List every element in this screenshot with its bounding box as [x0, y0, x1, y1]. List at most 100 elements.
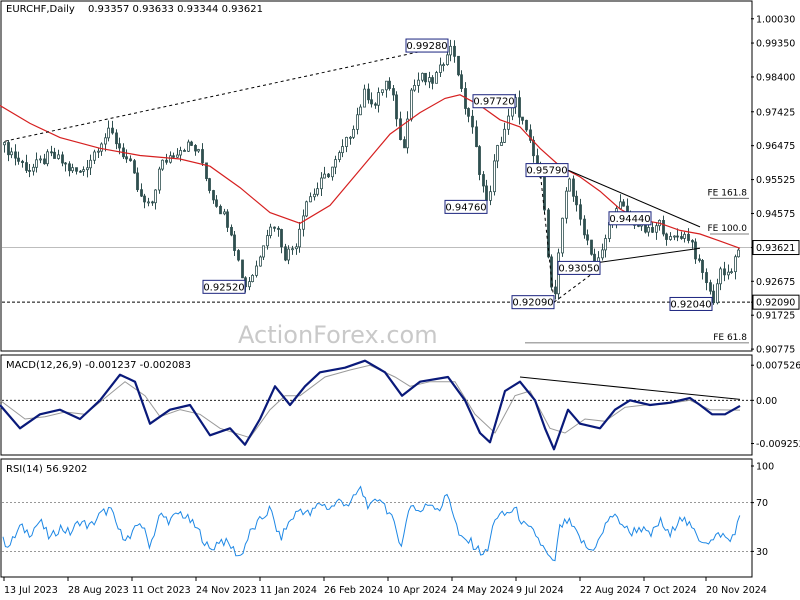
candle-body [169, 155, 172, 163]
candle-body [572, 178, 575, 197]
candle-body [82, 169, 85, 172]
candle-body [158, 168, 161, 191]
candle-body [320, 177, 323, 190]
candle-body [737, 249, 740, 258]
candle-body [284, 246, 287, 261]
candle-body [651, 227, 654, 233]
candle-body [161, 159, 164, 170]
candle-body [302, 215, 305, 230]
price-label: 0.92040 [670, 299, 711, 310]
current-price-box [752, 240, 800, 256]
candle-body [86, 167, 89, 171]
candle-body [529, 129, 532, 141]
candle-body [687, 233, 690, 241]
price-label: 0.92520 [203, 282, 244, 293]
candle-body [561, 217, 564, 254]
candle-body [676, 235, 679, 238]
candle-body [511, 106, 514, 117]
price-label: 0.92090 [512, 298, 553, 309]
candle-body [53, 151, 56, 159]
price-label-box [608, 211, 652, 226]
candle-body [475, 126, 478, 148]
candle-body [295, 246, 298, 250]
candle-body [471, 115, 474, 128]
candle-body [485, 185, 488, 201]
candle-body [136, 172, 139, 191]
date-label: 24 May 2024 [452, 585, 514, 596]
candle-body [104, 137, 107, 145]
price-pane-frame [0, 0, 753, 352]
candle-body [183, 150, 186, 152]
candle-body [457, 55, 460, 76]
candle-body [446, 54, 449, 65]
candle-body [381, 89, 384, 93]
candle-body [467, 108, 470, 117]
candle-body [3, 142, 6, 146]
candle-body [410, 89, 413, 120]
date-label: 7 Oct 2024 [644, 585, 697, 596]
candle-body [363, 88, 366, 108]
rsi-axis-label: 70 [756, 498, 768, 509]
price-label: 0.99280 [406, 41, 447, 52]
support-price-box [752, 294, 800, 310]
candle-body [532, 139, 535, 157]
candle-body [334, 159, 337, 168]
price-label: 0.93050 [558, 263, 599, 274]
candle-body [331, 166, 334, 178]
price-axis-label: 0.99350 [756, 39, 795, 50]
candle-body [57, 154, 60, 159]
support-price-label: 0.92090 [756, 298, 795, 309]
candle-body [129, 158, 132, 162]
candle-body [439, 64, 442, 73]
candle-body [655, 225, 658, 233]
candle-body [543, 176, 546, 211]
candle-body [68, 163, 71, 172]
candle-body [460, 74, 463, 89]
candle-body [14, 151, 17, 159]
candle-body [341, 146, 344, 154]
macd-title: MACD(12,26,9) -0.001237 -0.002083 [6, 360, 191, 371]
candle-body [46, 151, 49, 165]
candle-body [683, 233, 686, 239]
fib-level-label: FE 61.8 [713, 333, 747, 343]
candle-body [482, 174, 485, 187]
candle-body [201, 149, 204, 164]
candle-body [287, 248, 290, 261]
candle-body [349, 136, 352, 139]
candle-body [565, 190, 568, 219]
candle-body [50, 151, 53, 154]
price-label: 0.94760 [445, 202, 486, 213]
candle-body [219, 205, 222, 215]
price-label-box [444, 199, 488, 214]
candle-body [719, 268, 722, 285]
candle-body [262, 245, 265, 258]
candle-body [298, 228, 301, 248]
candle-body [115, 132, 118, 145]
candle-body [388, 80, 391, 89]
candle-body [694, 241, 697, 260]
candle-body [449, 45, 452, 56]
candle-body [208, 178, 211, 191]
price-axis-label: 0.95525 [756, 175, 795, 186]
candle-body [406, 118, 409, 149]
candle-body [586, 234, 589, 241]
candle-body [723, 268, 726, 276]
candle-body [259, 256, 262, 267]
candle-body [327, 173, 330, 178]
price-axis-label: 0.98400 [756, 72, 795, 83]
price-label-box [525, 163, 569, 178]
chart-ohlc: 0.93357 0.93633 0.93344 0.93621 [88, 4, 263, 15]
price-axis-label: 0.97425 [756, 107, 795, 118]
price-pane: FE 161.8 FE 100.0 FE 61.8 0.99280 0.97720 0.9… [0, 38, 751, 344]
candle-body [269, 226, 272, 237]
candle-body [39, 158, 42, 161]
macd-pane: MACD(12,26,9) -0.001237 -0.002083 [0, 359, 751, 451]
candle-body [230, 226, 233, 236]
candle-body [352, 128, 355, 138]
rsi-pane-frame [0, 458, 753, 578]
price-label: 0.94440 [609, 214, 650, 225]
price-axis-label: 0.96475 [756, 141, 795, 152]
candle-body [309, 196, 312, 203]
candle-body [140, 189, 143, 197]
price-axis-label: 0.94575 [756, 209, 795, 220]
